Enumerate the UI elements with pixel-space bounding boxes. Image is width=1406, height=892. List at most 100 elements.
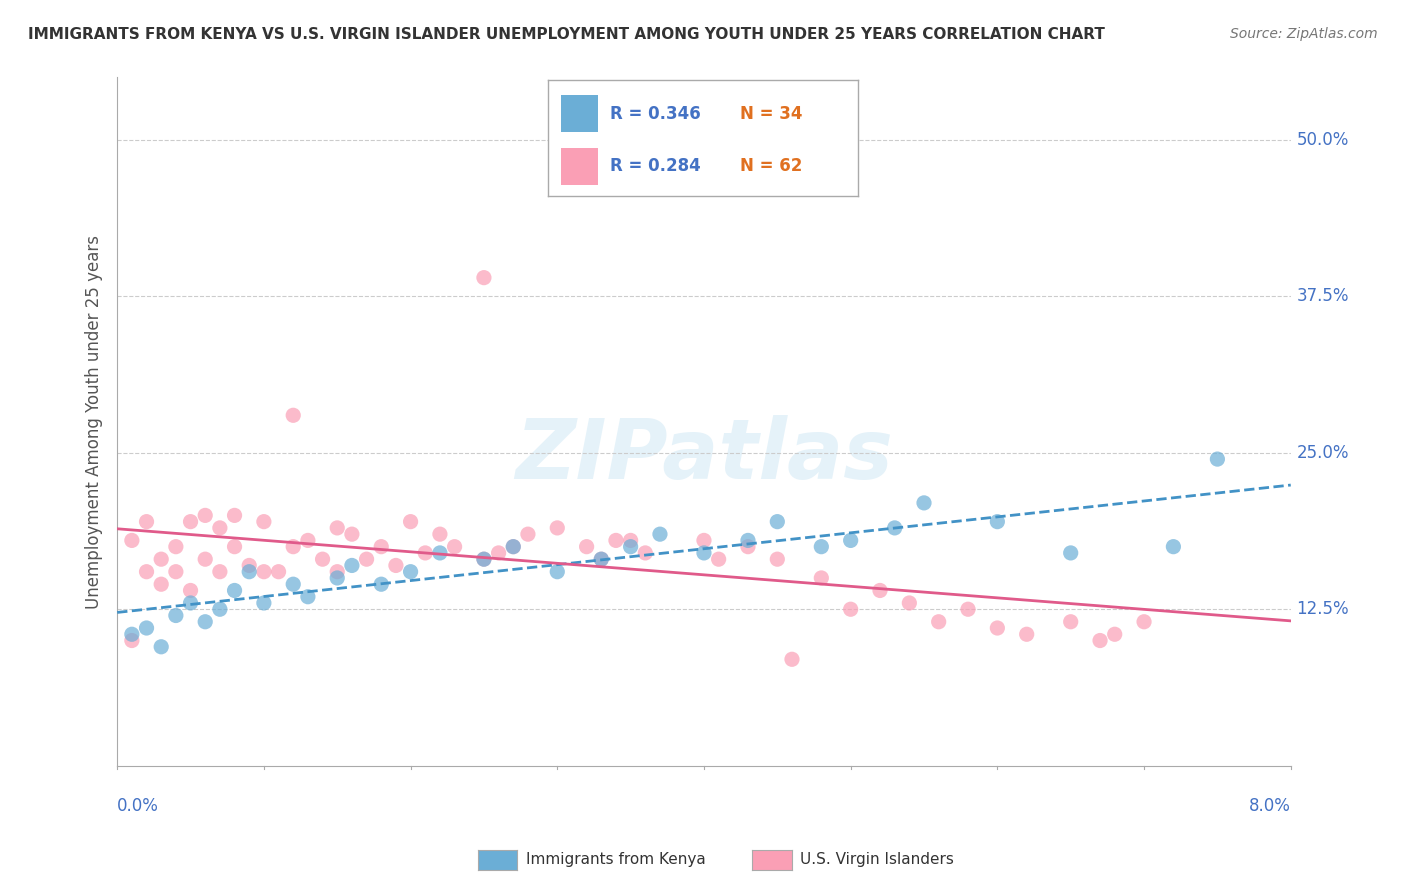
Point	[780, 652, 803, 666]
Point	[956, 602, 979, 616]
Point	[385, 558, 408, 573]
Point	[399, 565, 422, 579]
Text: R = 0.346: R = 0.346	[610, 105, 702, 123]
Point	[634, 546, 657, 560]
Point	[180, 515, 202, 529]
Point	[370, 577, 392, 591]
Point	[429, 527, 451, 541]
Point	[194, 552, 217, 566]
Point	[620, 540, 643, 554]
Point	[180, 583, 202, 598]
Point	[180, 596, 202, 610]
Point	[707, 552, 730, 566]
Point	[766, 515, 789, 529]
Point	[194, 508, 217, 523]
Text: N = 34: N = 34	[740, 105, 803, 123]
Point	[810, 540, 832, 554]
Point	[443, 540, 465, 554]
Point	[370, 540, 392, 554]
Point	[488, 546, 510, 560]
Point	[839, 602, 862, 616]
Text: ZIPatlas: ZIPatlas	[515, 416, 893, 497]
Point	[399, 515, 422, 529]
Point	[326, 565, 349, 579]
Point	[165, 540, 187, 554]
Point	[546, 521, 568, 535]
Point	[283, 409, 305, 423]
Point	[326, 571, 349, 585]
Point	[883, 521, 905, 535]
Point	[737, 533, 759, 548]
Point	[208, 602, 231, 616]
Point	[253, 565, 276, 579]
Point	[121, 633, 143, 648]
Point	[766, 552, 789, 566]
Point	[472, 552, 495, 566]
FancyBboxPatch shape	[561, 95, 598, 132]
Point	[737, 540, 759, 554]
Point	[648, 527, 671, 541]
Point	[224, 508, 246, 523]
Text: N = 62: N = 62	[740, 157, 803, 175]
Point	[208, 521, 231, 535]
Point	[283, 577, 305, 591]
Text: 50.0%: 50.0%	[1296, 131, 1348, 149]
Point	[253, 596, 276, 610]
Point	[429, 546, 451, 560]
Point	[150, 552, 173, 566]
Text: Source: ZipAtlas.com: Source: ZipAtlas.com	[1230, 27, 1378, 41]
Point	[165, 565, 187, 579]
Point	[1163, 540, 1185, 554]
Point	[238, 565, 260, 579]
Point	[575, 540, 598, 554]
Point	[516, 527, 538, 541]
Point	[135, 621, 157, 635]
Point	[472, 552, 495, 566]
Text: 12.5%: 12.5%	[1296, 600, 1350, 618]
Point	[340, 527, 363, 541]
Text: 37.5%: 37.5%	[1296, 287, 1350, 305]
Text: 25.0%: 25.0%	[1296, 444, 1350, 462]
Point	[502, 540, 524, 554]
Point	[224, 540, 246, 554]
Point	[311, 552, 333, 566]
Point	[986, 621, 1008, 635]
Point	[297, 590, 319, 604]
Text: 8.0%: 8.0%	[1249, 797, 1291, 814]
Point	[1088, 633, 1111, 648]
Point	[297, 533, 319, 548]
Point	[1206, 452, 1229, 467]
Point	[150, 577, 173, 591]
Text: U.S. Virgin Islanders: U.S. Virgin Islanders	[800, 853, 953, 867]
Point	[267, 565, 290, 579]
Point	[340, 558, 363, 573]
Point	[283, 540, 305, 554]
Point	[326, 521, 349, 535]
Point	[224, 583, 246, 598]
Point	[591, 552, 613, 566]
Point	[1104, 627, 1126, 641]
Point	[693, 533, 716, 548]
Point	[413, 546, 436, 560]
Text: IMMIGRANTS FROM KENYA VS U.S. VIRGIN ISLANDER UNEMPLOYMENT AMONG YOUTH UNDER 25 : IMMIGRANTS FROM KENYA VS U.S. VIRGIN ISL…	[28, 27, 1105, 42]
Point	[546, 565, 568, 579]
Point	[194, 615, 217, 629]
Point	[986, 515, 1008, 529]
Text: 0.0%: 0.0%	[117, 797, 159, 814]
Point	[869, 583, 891, 598]
Point	[121, 533, 143, 548]
Point	[165, 608, 187, 623]
Point	[928, 615, 950, 629]
Point	[839, 533, 862, 548]
Point	[238, 558, 260, 573]
Point	[135, 565, 157, 579]
Point	[208, 565, 231, 579]
Text: R = 0.284: R = 0.284	[610, 157, 702, 175]
Point	[620, 533, 643, 548]
Point	[253, 515, 276, 529]
Point	[1060, 546, 1083, 560]
Point	[1015, 627, 1038, 641]
FancyBboxPatch shape	[561, 147, 598, 185]
Point	[591, 552, 613, 566]
Point	[502, 540, 524, 554]
